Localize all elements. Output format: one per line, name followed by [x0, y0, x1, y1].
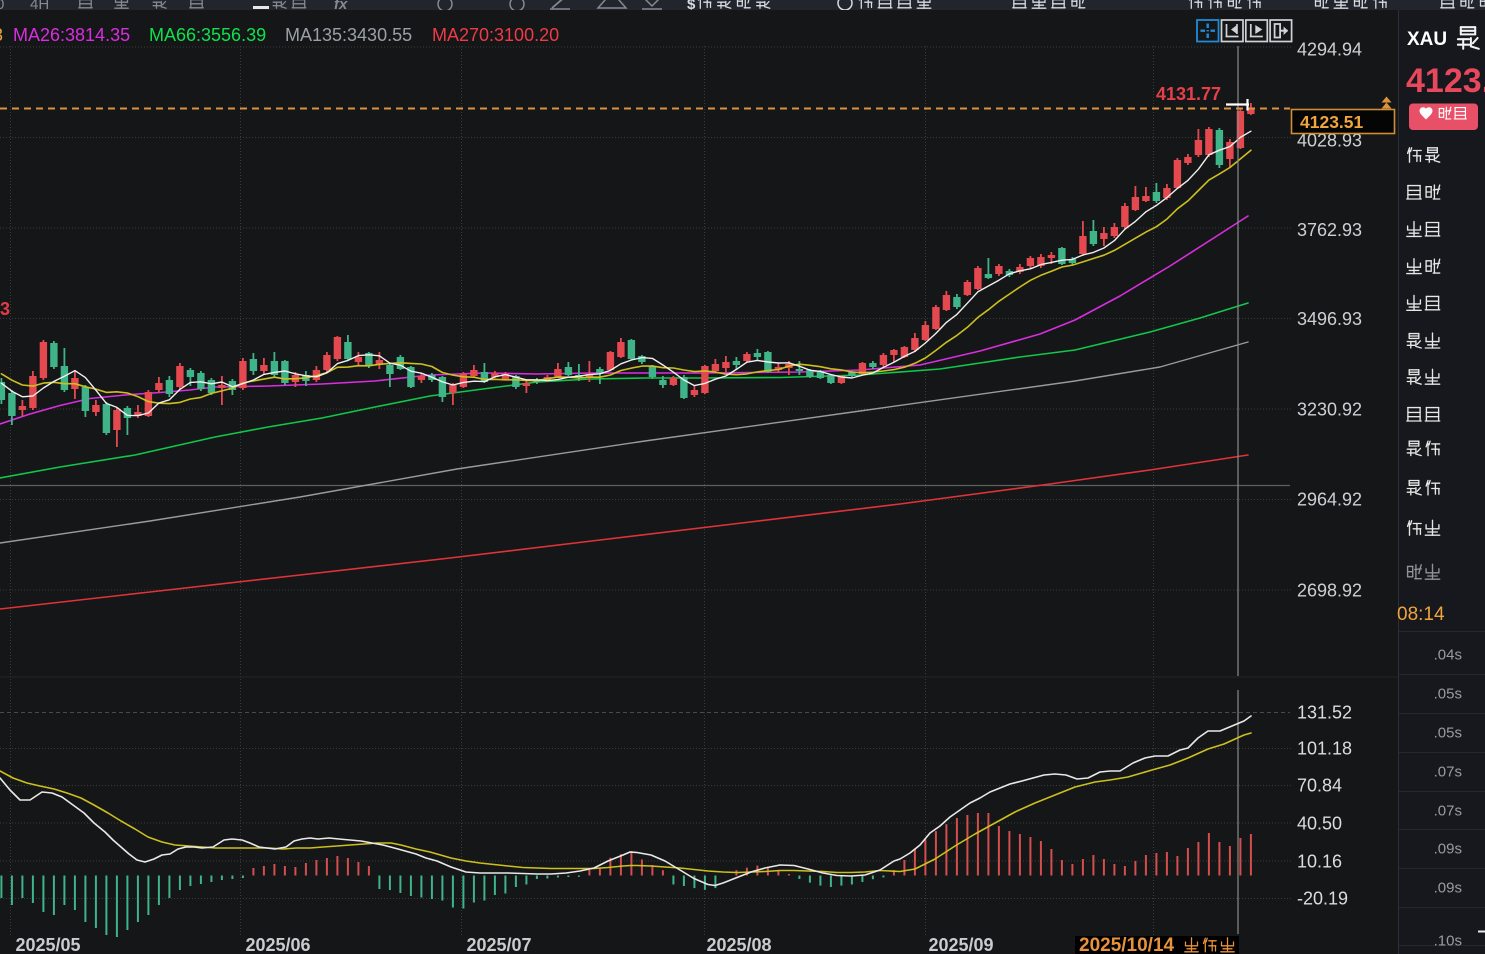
svg-text:2025/09: 2025/09: [928, 935, 993, 954]
svg-text:2964.92: 2964.92: [1297, 490, 1362, 510]
svg-text:3: 3: [0, 299, 10, 319]
svg-text:MA66:3556.39: MA66:3556.39: [149, 25, 266, 45]
svg-text:.05s: .05s: [1434, 725, 1462, 742]
svg-text:08:14: 08:14: [1397, 604, 1445, 625]
svg-text:4028.93: 4028.93: [1297, 131, 1362, 151]
svg-text:4131.77: 4131.77: [1156, 84, 1221, 104]
svg-text:3230.92: 3230.92: [1297, 400, 1362, 420]
svg-text:fx: fx: [334, 0, 348, 13]
svg-text:2025/05: 2025/05: [15, 935, 80, 954]
svg-text:.05s: .05s: [1434, 686, 1462, 703]
svg-text:0: 0: [0, 0, 4, 13]
svg-text:.10s: .10s: [1434, 933, 1462, 950]
svg-text:3496.93: 3496.93: [1297, 309, 1362, 329]
svg-text:10.16: 10.16: [1297, 852, 1342, 872]
svg-text:.09s: .09s: [1434, 880, 1462, 897]
svg-text:MA135:3430.55: MA135:3430.55: [285, 25, 412, 45]
svg-text:3: 3: [0, 25, 3, 45]
svg-text:101.18: 101.18: [1297, 739, 1352, 759]
svg-text:XAU: XAU: [1407, 29, 1447, 50]
svg-text:.09s: .09s: [1434, 841, 1462, 858]
svg-text:4123.: 4123.: [1406, 62, 1485, 100]
svg-text:4294.94: 4294.94: [1297, 40, 1362, 60]
svg-text:-20.19: -20.19: [1297, 889, 1348, 909]
svg-text:2025/07: 2025/07: [466, 935, 531, 954]
svg-text:2025/10/14: 2025/10/14: [1079, 935, 1175, 954]
svg-text:3762.93: 3762.93: [1297, 220, 1362, 240]
svg-text:MA26:3814.35: MA26:3814.35: [13, 25, 130, 45]
svg-text:MA270:3100.20: MA270:3100.20: [432, 25, 559, 45]
svg-text:131.52: 131.52: [1297, 703, 1352, 723]
svg-text:4123.51: 4123.51: [1300, 112, 1364, 132]
svg-text:4H: 4H: [30, 0, 49, 13]
svg-text:2698.92: 2698.92: [1297, 581, 1362, 601]
svg-text:40.50: 40.50: [1297, 814, 1342, 834]
svg-text:.07s: .07s: [1434, 803, 1462, 820]
svg-text:.04s: .04s: [1434, 647, 1462, 664]
svg-text:70.84: 70.84: [1297, 776, 1342, 796]
svg-text:.07s: .07s: [1434, 764, 1462, 781]
svg-text:2025/06: 2025/06: [245, 935, 310, 954]
svg-text:$: $: [687, 0, 696, 13]
svg-text:2025/08: 2025/08: [706, 935, 771, 954]
